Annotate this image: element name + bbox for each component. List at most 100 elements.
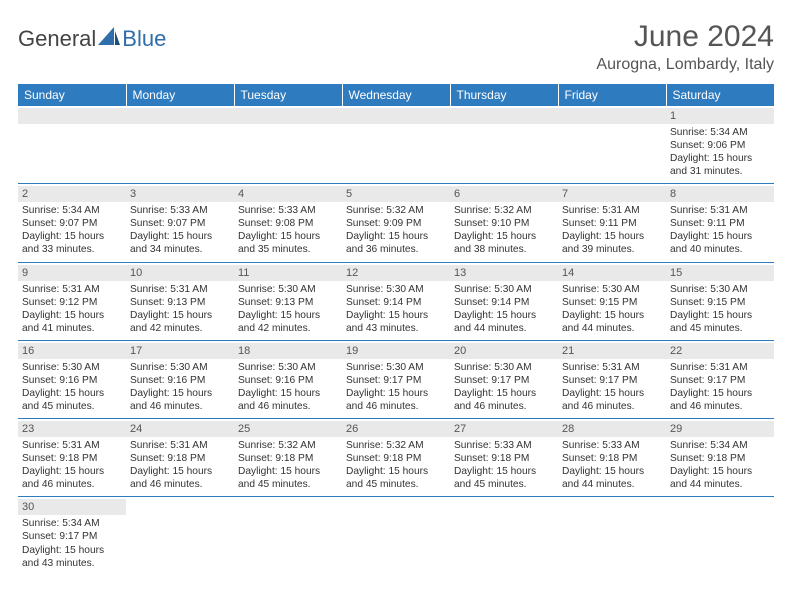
cell-text: and 45 minutes. bbox=[454, 478, 554, 491]
calendar-cell: 23Sunrise: 5:31 AMSunset: 9:18 PMDayligh… bbox=[18, 419, 126, 497]
cell-text: Daylight: 15 hours bbox=[562, 230, 662, 243]
cell-text: and 46 minutes. bbox=[22, 478, 122, 491]
day-number: 29 bbox=[666, 421, 774, 437]
cell-text: Sunset: 9:16 PM bbox=[238, 374, 338, 387]
cell-text: and 34 minutes. bbox=[130, 243, 230, 256]
cell-text: Sunset: 9:15 PM bbox=[562, 296, 662, 309]
day-number: 23 bbox=[18, 421, 126, 437]
cell-text: Sunset: 9:10 PM bbox=[454, 217, 554, 230]
cell-text: Sunset: 9:09 PM bbox=[346, 217, 446, 230]
cell-text: Sunset: 9:18 PM bbox=[454, 452, 554, 465]
cell-text: Sunset: 9:17 PM bbox=[562, 374, 662, 387]
calendar-cell bbox=[18, 106, 126, 184]
day-number: 12 bbox=[342, 265, 450, 281]
cell-text: and 45 minutes. bbox=[670, 322, 770, 335]
cell-text: and 44 minutes. bbox=[562, 322, 662, 335]
cell-text: and 43 minutes. bbox=[346, 322, 446, 335]
cell-text: Sunrise: 5:34 AM bbox=[670, 126, 770, 139]
cell-text: Sunset: 9:17 PM bbox=[454, 374, 554, 387]
cell-text: and 46 minutes. bbox=[130, 478, 230, 491]
title-block: June 2024 Aurogna, Lombardy, Italy bbox=[596, 20, 774, 74]
cell-text: and 45 minutes. bbox=[346, 478, 446, 491]
cell-text: Daylight: 15 hours bbox=[346, 387, 446, 400]
cell-text: and 40 minutes. bbox=[670, 243, 770, 256]
day-number: 25 bbox=[234, 421, 342, 437]
calendar-cell bbox=[450, 497, 558, 575]
calendar-cell: 24Sunrise: 5:31 AMSunset: 9:18 PMDayligh… bbox=[126, 419, 234, 497]
day-header: Monday bbox=[126, 84, 234, 106]
location-text: Aurogna, Lombardy, Italy bbox=[596, 56, 774, 74]
cell-text: Daylight: 15 hours bbox=[238, 309, 338, 322]
cell-text: Daylight: 15 hours bbox=[130, 465, 230, 478]
cell-text: Sunrise: 5:30 AM bbox=[346, 361, 446, 374]
calendar-cell bbox=[342, 497, 450, 575]
cell-text: Daylight: 15 hours bbox=[670, 152, 770, 165]
cell-text: and 46 minutes. bbox=[562, 400, 662, 413]
cell-text: Sunset: 9:18 PM bbox=[22, 452, 122, 465]
calendar-row: 16 Sunrise: 5:30 AM Sunset: 9:16 PM Dayligh… bbox=[18, 340, 774, 418]
calendar-cell bbox=[450, 106, 558, 184]
day-number: 30 bbox=[18, 499, 126, 515]
day-number: 17 bbox=[126, 343, 234, 359]
cell-text: Sunrise: 5:30 AM bbox=[130, 361, 230, 374]
cell-text: Sunset: 9:14 PM bbox=[454, 296, 554, 309]
cell-text: Sunset: 9:17 PM bbox=[22, 530, 122, 543]
calendar-cell: 20Sunrise: 5:30 AMSunset: 9:17 PMDayligh… bbox=[450, 340, 558, 418]
cell-text: and 36 minutes. bbox=[346, 243, 446, 256]
calendar-cell: 28Sunrise: 5:33 AMSunset: 9:18 PMDayligh… bbox=[558, 419, 666, 497]
calendar-cell: 1Sunrise: 5:34 AMSunset: 9:06 PMDaylight… bbox=[666, 106, 774, 184]
cell-text: Sunset: 9:18 PM bbox=[130, 452, 230, 465]
cell-text: Sunset: 9:17 PM bbox=[346, 374, 446, 387]
calendar-cell: 15Sunrise: 5:30 AMSunset: 9:15 PMDayligh… bbox=[666, 262, 774, 340]
blank-day-header bbox=[558, 108, 666, 124]
day-header-row: Sunday Monday Tuesday Wednesday Thursday… bbox=[18, 84, 774, 106]
cell-text: Sunset: 9:13 PM bbox=[238, 296, 338, 309]
cell-text: Sunrise: 5:30 AM bbox=[670, 283, 770, 296]
cell-text: Daylight: 15 hours bbox=[22, 465, 122, 478]
calendar-cell: 13Sunrise: 5:30 AMSunset: 9:14 PMDayligh… bbox=[450, 262, 558, 340]
calendar-cell: 19Sunrise: 5:30 AMSunset: 9:17 PMDayligh… bbox=[342, 340, 450, 418]
month-title: June 2024 bbox=[596, 20, 774, 54]
cell-text: and 42 minutes. bbox=[238, 322, 338, 335]
calendar-row: 9Sunrise: 5:31 AMSunset: 9:12 PMDaylight… bbox=[18, 262, 774, 340]
cell-text: Sunrise: 5:32 AM bbox=[346, 204, 446, 217]
blank-day-header bbox=[342, 108, 450, 124]
cell-text: Daylight: 15 hours bbox=[130, 309, 230, 322]
cell-text: Daylight: 15 hours bbox=[670, 387, 770, 400]
day-number: 8 bbox=[666, 186, 774, 202]
cell-text: Daylight: 15 hours bbox=[238, 230, 338, 243]
day-number: 16 bbox=[18, 343, 126, 359]
calendar-cell: 16Sunrise: 5:30 AMSunset: 9:16 PMDayligh… bbox=[18, 340, 126, 418]
cell-text: Sunset: 9:18 PM bbox=[238, 452, 338, 465]
calendar-cell bbox=[558, 497, 666, 575]
cell-text: and 44 minutes. bbox=[562, 478, 662, 491]
cell-text: Sunrise: 5:30 AM bbox=[454, 283, 554, 296]
cell-text: Sunset: 9:13 PM bbox=[130, 296, 230, 309]
cell-text: Sunrise: 5:34 AM bbox=[22, 517, 122, 530]
cell-text: Sunset: 9:07 PM bbox=[130, 217, 230, 230]
cell-text: Sunset: 9:18 PM bbox=[670, 452, 770, 465]
cell-text: Sunrise: 5:33 AM bbox=[238, 204, 338, 217]
day-number: 15 bbox=[666, 265, 774, 281]
calendar-cell: 12Sunrise: 5:30 AMSunset: 9:14 PMDayligh… bbox=[342, 262, 450, 340]
cell-text: Sunset: 9:08 PM bbox=[238, 217, 338, 230]
day-number: 18 bbox=[234, 343, 342, 359]
day-number: 1 bbox=[666, 108, 774, 124]
cell-text: Sunrise: 5:31 AM bbox=[130, 283, 230, 296]
cell-text: and 46 minutes. bbox=[238, 400, 338, 413]
calendar-cell: 5Sunrise: 5:32 AMSunset: 9:09 PMDaylight… bbox=[342, 184, 450, 262]
day-number: 13 bbox=[450, 265, 558, 281]
calendar-row: 23Sunrise: 5:31 AMSunset: 9:18 PMDayligh… bbox=[18, 419, 774, 497]
cell-text: Daylight: 15 hours bbox=[346, 465, 446, 478]
cell-text: Daylight: 15 hours bbox=[130, 230, 230, 243]
cell-text: Sunrise: 5:32 AM bbox=[346, 439, 446, 452]
calendar-cell bbox=[558, 106, 666, 184]
cell-text: Sunrise: 5:30 AM bbox=[22, 361, 122, 374]
cell-text: and 46 minutes. bbox=[130, 400, 230, 413]
day-number: 5 bbox=[342, 186, 450, 202]
cell-text: and 46 minutes. bbox=[346, 400, 446, 413]
cell-text: Daylight: 15 hours bbox=[670, 465, 770, 478]
calendar-cell bbox=[666, 497, 774, 575]
cell-text: and 35 minutes. bbox=[238, 243, 338, 256]
cell-text: and 45 minutes. bbox=[22, 400, 122, 413]
